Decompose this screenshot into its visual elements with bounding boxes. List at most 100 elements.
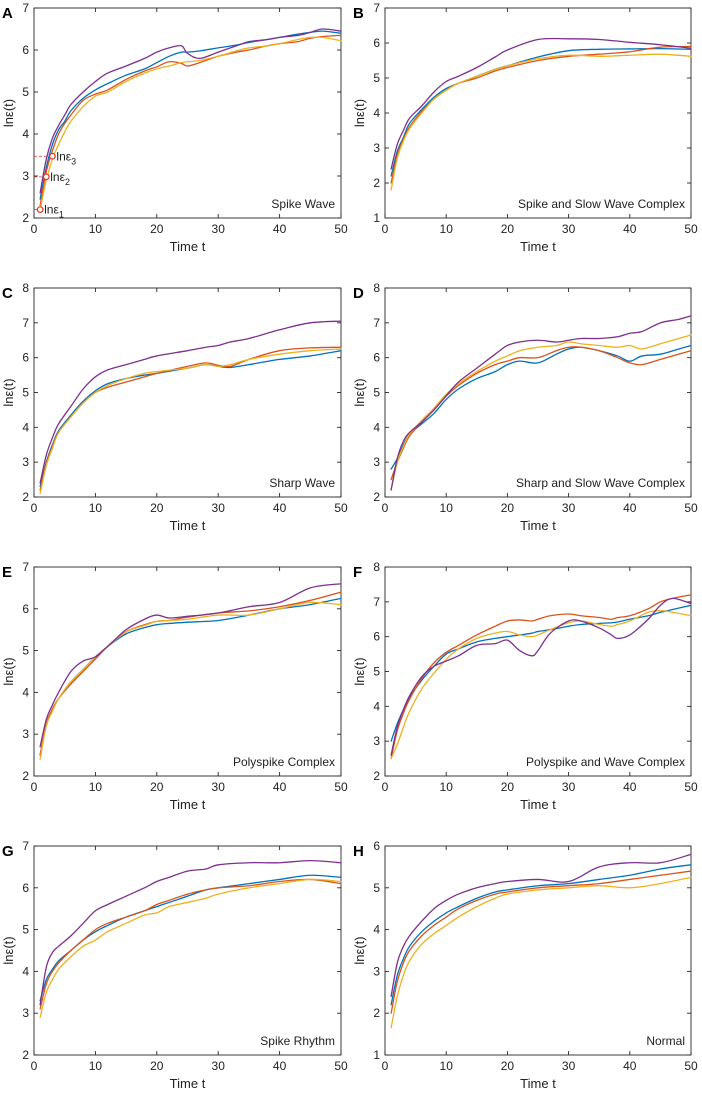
panel-letter: H [353,843,364,860]
y-tick-label: 2 [22,211,29,225]
y-axis-label: lnε(t) [1,378,16,406]
y-tick-label: 3 [373,455,380,469]
x-tick-label: 40 [273,780,287,794]
series-line-purple [39,583,342,748]
x-tick-label: 0 [31,780,38,794]
x-tick-label: 30 [562,1059,576,1073]
plot-area-border [33,845,342,1056]
panel-letter: E [2,564,12,581]
x-tick-label: 30 [212,1059,226,1073]
x-tick-label: 20 [501,222,515,236]
x-axis-label: Time t [170,1076,206,1091]
x-tick-label: 40 [273,501,287,515]
y-tick-label: 3 [373,734,380,748]
series-line-yellow [390,334,692,491]
y-tick-label: 6 [373,630,380,644]
x-tick-label: 30 [212,501,226,515]
chart-panel-e: E 0 10 20 30 40 50 2 3 4 5 6 7 Time t lnε(t) Polyspike … [1,560,348,812]
series-line-blue [390,864,692,1006]
y-tick-label: 6 [22,881,29,895]
chart-panel-d: D 0 10 20 30 40 50 2 3 4 5 6 7 8 Time t lnε(t) Sharp and… [352,281,698,533]
x-tick-label: 20 [150,1059,164,1073]
y-tick-label: 7 [22,560,29,574]
y-axis-label: lnε(t) [1,657,16,685]
x-tick-label: 40 [623,780,637,794]
x-tick-label: 40 [623,501,637,515]
y-tick-label: 7 [373,1,380,15]
x-tick-label: 0 [382,780,389,794]
y-tick-label: 7 [22,1,29,15]
y-tick-label: 4 [373,923,380,937]
y-tick-label: 4 [22,964,29,978]
y-tick-label: 5 [373,386,380,400]
series-line-yellow [390,609,692,760]
x-tick-label: 0 [31,1059,38,1073]
y-tick-label: 4 [22,420,29,434]
annotation-marker [42,173,50,181]
y-tick-label: 6 [373,351,380,365]
x-tick-label: 50 [334,222,348,236]
y-tick-label: 8 [373,281,380,295]
y-tick-label: 1 [373,1048,380,1062]
series-line-purple [390,853,692,998]
y-tick-label: 3 [373,141,380,155]
x-tick-label: 0 [382,222,389,236]
annotation-label: lnε2 [50,170,70,187]
y-tick-label: 7 [22,316,29,330]
x-tick-label: 10 [89,1059,103,1073]
y-tick-label: 6 [22,43,29,57]
panel-letter: A [2,5,13,22]
x-tick-label: 20 [501,1059,515,1073]
y-tick-label: 4 [22,127,29,141]
x-tick-label: 50 [684,780,698,794]
x-tick-label: 10 [440,501,454,515]
x-tick-label: 10 [89,222,103,236]
y-tick-label: 3 [22,169,29,183]
y-tick-label: 3 [22,727,29,741]
series-line-blue [39,30,342,200]
series-line-yellow [39,601,342,760]
plot-area-border [33,566,342,777]
x-axis-label: Time t [520,797,556,812]
y-tick-label: 7 [373,316,380,330]
panel-letter: D [353,285,364,302]
panel-letter: G [2,843,14,860]
y-tick-label: 4 [373,106,380,120]
x-tick-label: 10 [440,780,454,794]
y-tick-label: 6 [22,351,29,365]
x-tick-label: 40 [623,222,637,236]
y-tick-label: 4 [22,685,29,699]
x-tick-label: 0 [31,501,38,515]
x-tick-label: 20 [150,780,164,794]
x-axis-label: Time t [520,1076,556,1091]
x-tick-label: 0 [31,222,38,236]
x-tick-label: 10 [89,780,103,794]
y-axis-label: lnε(t) [1,99,16,127]
y-tick-label: 7 [373,595,380,609]
y-axis-label: lnε(t) [352,378,367,406]
x-axis-label: Time t [520,518,556,533]
x-axis-label: Time t [170,518,206,533]
x-tick-label: 40 [273,1059,287,1073]
y-tick-label: 1 [373,211,380,225]
y-tick-label: 3 [22,455,29,469]
x-tick-label: 50 [684,1059,698,1073]
x-axis-label: Time t [170,239,206,254]
y-tick-label: 5 [373,71,380,85]
chart-title: Polyspike and Wave Complex [526,755,685,769]
series-line-red [390,594,692,760]
plot-area-border [384,566,692,777]
panel-letter: F [353,564,362,581]
x-tick-label: 30 [212,222,226,236]
chart-panel-b: B 0 10 20 30 40 50 1 2 3 4 5 6 7 Time t lnε(t) Spike and… [352,1,698,254]
x-tick-label: 30 [212,780,226,794]
chart-panel-c: C 0 10 20 30 40 50 2 3 4 5 6 7 8 Time t lnε(t) Sharp Wav… [1,281,348,533]
y-tick-label: 6 [373,839,380,853]
x-axis-label: Time t [170,797,206,812]
y-tick-label: 2 [22,490,29,504]
y-tick-label: 3 [373,964,380,978]
x-tick-label: 20 [150,222,164,236]
chart-title: Spike and Slow Wave Complex [518,197,685,211]
series-line-yellow [39,36,342,211]
